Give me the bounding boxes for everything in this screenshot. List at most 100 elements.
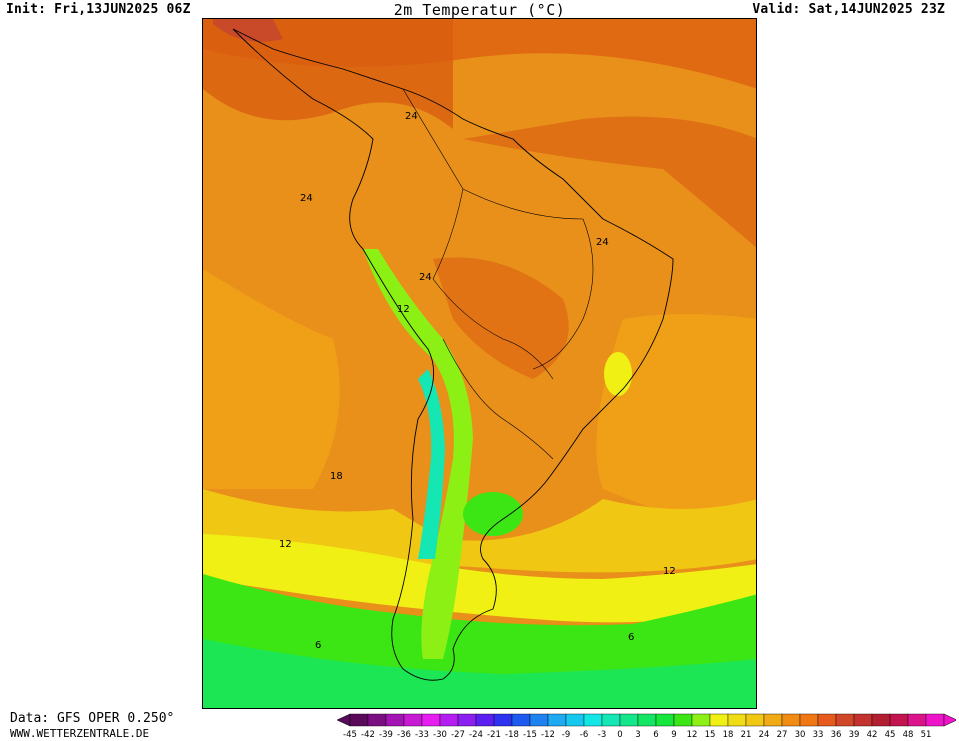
map-title: 2m Temperatur (°C)	[393, 1, 566, 19]
patagonia-cold-blob	[463, 492, 523, 536]
colorbar-tick-label: 15	[705, 730, 716, 740]
colorbar-swatch	[511, 713, 531, 727]
colorbar-swatch	[763, 713, 783, 727]
colorbar-swatch	[421, 713, 441, 727]
ocean-orange-east	[596, 314, 756, 539]
band-12	[203, 534, 756, 623]
colorbar-swatch	[439, 713, 459, 727]
colorbar-swatch	[475, 713, 495, 727]
colorbar-arrow-left	[336, 713, 351, 727]
colorbar-swatch	[781, 713, 801, 727]
country-border	[402, 88, 554, 380]
contour-label: 24	[596, 237, 609, 248]
colorbar-tick-label: -15	[523, 730, 537, 740]
colorbar-tick-label: -6	[580, 730, 588, 740]
band-3	[203, 639, 756, 708]
colorbar-tick-label: 39	[849, 730, 860, 740]
colorbar-swatch	[385, 713, 405, 727]
colorbar-tick-label: 12	[687, 730, 698, 740]
colorbar-tick-label: -36	[397, 730, 411, 740]
colorbar-swatch	[349, 713, 369, 727]
colorbar-tick-label: 21	[741, 730, 752, 740]
hot-zone-amazon	[463, 116, 756, 248]
init-time-label: Init: Fri,13JUN2025 06Z	[6, 2, 191, 17]
colorbar-swatch	[907, 713, 927, 727]
coastline	[232, 28, 674, 681]
colorbar-swatch	[817, 713, 837, 727]
colorbar-swatch	[745, 713, 765, 727]
colorbar-tick-label: 9	[671, 730, 676, 740]
colorbar-tick-label: -12	[541, 730, 555, 740]
country-border	[442, 338, 554, 460]
colorbar-tick-label: -45	[343, 730, 357, 740]
colorbar-swatch	[547, 713, 567, 727]
contour-label: 24	[300, 193, 313, 204]
colorbar-arrow-right	[943, 713, 956, 727]
colorbar-tick-label: 18	[723, 730, 734, 740]
hot-zone-caribbean	[203, 19, 453, 129]
colorbar-swatch	[403, 713, 423, 727]
country-border	[462, 188, 594, 370]
colorbar-tick-label: -24	[469, 730, 483, 740]
colorbar-swatch	[565, 713, 585, 727]
data-source-label: Data: GFS OPER 0.250°	[10, 711, 175, 726]
colorbar-swatch	[853, 713, 873, 727]
colorbar-swatch	[709, 713, 729, 727]
colorbar-swatch	[655, 713, 675, 727]
andes-cold	[363, 249, 473, 659]
colorbar-swatch	[493, 713, 513, 727]
colorbar-tick-label: 27	[777, 730, 788, 740]
ocean-orange-west	[203, 269, 340, 489]
andes-coldest	[418, 369, 445, 559]
colorbar-tick-label: 6	[653, 730, 658, 740]
colorbar-tick-label: -27	[451, 730, 465, 740]
website-label: WWW.WETTERZENTRALE.DE	[10, 727, 150, 740]
colorbar-swatch	[601, 713, 621, 727]
colorbar-swatch	[835, 713, 855, 727]
colorbar-tick-label: -39	[379, 730, 393, 740]
colorbar-tick-label: 51	[921, 730, 932, 740]
colorbar-tick-label: 45	[885, 730, 896, 740]
hot-zone-central	[433, 257, 569, 379]
contour-label: 6	[628, 632, 634, 643]
colorbar-swatch	[457, 713, 477, 727]
contour-label: 24	[405, 111, 418, 122]
map-svg: 24 24 24 24 12 18 12 12 6 6	[203, 19, 756, 708]
colorbar-tick-label: 0	[617, 730, 622, 740]
hottest-zone	[213, 19, 283, 42]
colorbar-swatch	[619, 713, 639, 727]
colorbar-tick-label: 36	[831, 730, 842, 740]
contour-label: 18	[330, 471, 343, 482]
colorbar-tick-label: 42	[867, 730, 878, 740]
contour-label: 24	[419, 272, 432, 283]
colorbar-swatch	[367, 713, 387, 727]
colorbar-swatch	[691, 713, 711, 727]
contour-label: 12	[663, 566, 676, 577]
colorbar-tick-label: 24	[759, 730, 770, 740]
colorbar-tick-label: -30	[433, 730, 447, 740]
colorbar-tick-label: -21	[487, 730, 501, 740]
colorbar-tick-label: -3	[598, 730, 606, 740]
colorbar-swatch	[727, 713, 747, 727]
contour-label: 6	[315, 640, 321, 651]
contour-label: 12	[397, 304, 410, 315]
valid-time-label: Valid: Sat,14JUN2025 23Z	[752, 2, 945, 17]
colorbar-swatch	[925, 713, 945, 727]
colorbar-tick-label: -18	[505, 730, 519, 740]
colorbar-tick-label: -33	[415, 730, 429, 740]
colorbar-swatch	[871, 713, 891, 727]
colorbar-swatch	[637, 713, 657, 727]
colorbar-tick-label: 33	[813, 730, 824, 740]
contour-label: 12	[279, 539, 292, 550]
colorbar-swatch	[889, 713, 909, 727]
colorbar: -45 -42 -39 -36 -33 -30 -27 -24 -21 -18 -15 -12 -9 -6…	[336, 713, 956, 740]
colorbar-tick-label: 48	[903, 730, 914, 740]
colorbar-swatch	[799, 713, 819, 727]
colorbar-tick-label: 3	[635, 730, 640, 740]
colorbar-tick-label: 30	[795, 730, 806, 740]
colorbar-tick-label: -9	[562, 730, 570, 740]
colorbar-swatch	[673, 713, 693, 727]
colorbar-swatch	[529, 713, 549, 727]
colorbar-tick-label: -42	[361, 730, 375, 740]
brazil-highlands-cool	[604, 352, 632, 396]
